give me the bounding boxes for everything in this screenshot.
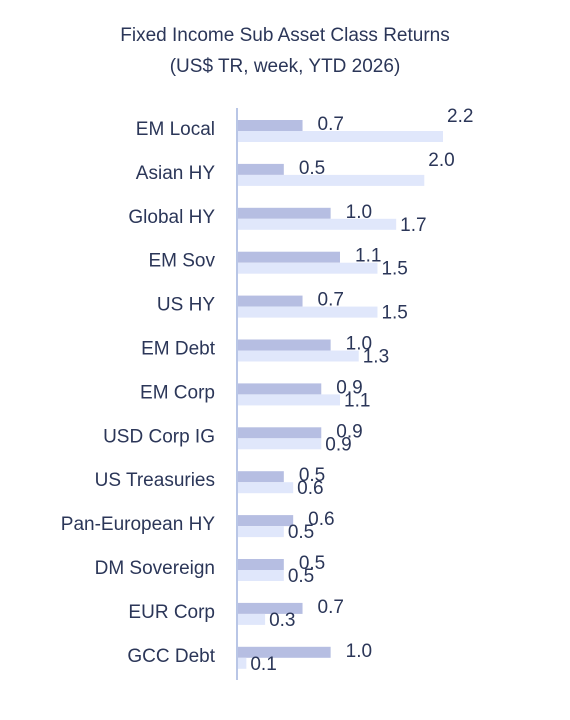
chart-title: Fixed Income Sub Asset Class Returns [120,25,449,46]
category-label: USD Corp IG [103,426,215,447]
category-label: EM Debt [141,339,216,360]
bar [237,602,303,614]
value-label: 1.0 [346,641,372,662]
bar [237,613,266,625]
bar [237,350,359,362]
category-label: Asian HY [136,163,216,184]
bar [237,394,340,406]
bar [237,251,340,263]
bar [237,207,331,219]
bar [237,120,303,131]
value-label: 0.5 [288,522,314,543]
bar [237,131,443,142]
category-label: GCC Debt [127,646,215,667]
value-label: 1.3 [363,347,389,368]
bar [237,482,294,494]
category-label: Pan-European HY [61,514,216,535]
value-label: 0.6 [297,478,323,499]
value-label: 0.5 [299,158,325,179]
value-label: 0.7 [318,290,344,311]
value-label: 0.5 [299,553,325,574]
bar [237,515,294,527]
category-label: EM Local [136,119,215,140]
bar [237,174,425,186]
value-label: 0.7 [318,597,344,618]
value-label: 0.3 [269,610,295,631]
bar [237,339,331,351]
bar [237,438,322,450]
value-label: 2.0 [428,150,454,171]
bar [237,218,397,230]
value-label: 1.7 [400,215,426,236]
bar [237,427,322,439]
value-label: 1.0 [346,334,372,355]
value-label: 0.7 [318,114,344,135]
bar [237,383,322,395]
value-label: 0.9 [325,434,351,455]
bar [237,559,284,570]
bar [237,262,378,274]
value-label: 0.6 [308,509,334,530]
category-label: US HY [157,295,215,316]
category-label: DM Sovereign [95,558,215,579]
chart-subtitle: (US$ TR, week, YTD 2026) [170,56,401,77]
category-label: EM Corp [140,382,215,403]
bar [237,657,247,669]
value-label: 1.1 [344,390,370,411]
bar [237,526,284,538]
bar [237,570,284,581]
bar [237,163,284,175]
category-label: EUR Corp [128,602,215,623]
value-label: 0.5 [288,566,314,587]
bar [237,646,331,658]
value-label: 0.1 [250,654,276,675]
value-label: 0.9 [336,377,362,398]
value-label: 1.5 [381,303,407,324]
value-label: 1.0 [346,202,372,223]
value-label: 0.5 [299,465,325,486]
value-label: 1.5 [381,259,407,280]
category-label: US Treasuries [95,470,215,491]
value-label: 1.1 [355,246,381,267]
bar [237,306,378,318]
bar [237,471,284,483]
category-label: Global HY [128,207,215,228]
value-label: 2.2 [447,106,473,127]
bar [237,295,303,307]
category-label: EM Sov [148,251,215,272]
value-label: 0.9 [336,421,362,442]
